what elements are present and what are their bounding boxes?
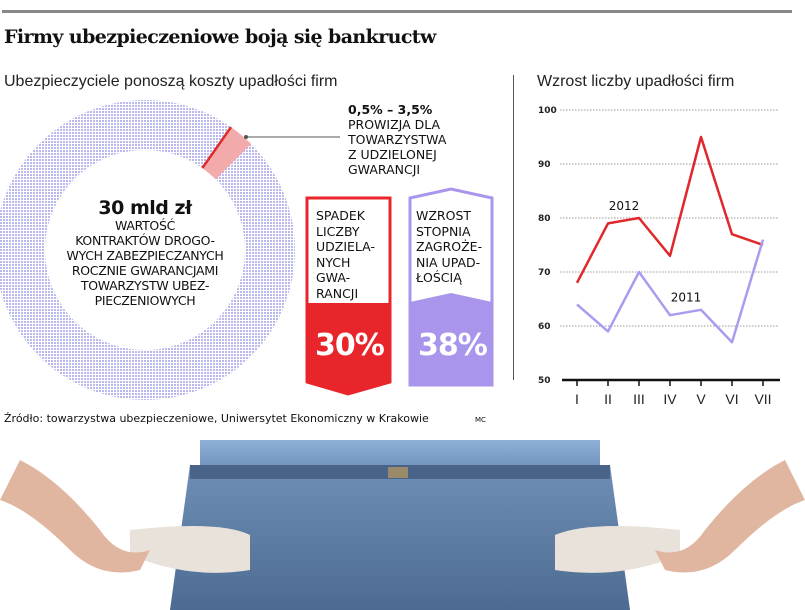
x-tick-label: IV [663, 391, 677, 407]
donut-value: 30 mld zł [98, 197, 192, 219]
series-label: 2012 [609, 199, 640, 213]
purple-box-line: ZAGROŻE- [416, 239, 483, 254]
left-hand [0, 460, 150, 573]
purple-box-line: WZROST [416, 208, 472, 223]
source-note: Źródło: towarzystwa ubezpieczeniowe, Uni… [4, 412, 429, 425]
red-box-line: NYCH [316, 254, 351, 270]
jeans [170, 465, 630, 610]
red-box-line: RANCJI [316, 285, 359, 301]
donut-label: 30 mld zł WARTOŚĆ KONTRAKTÓW DROGO- WYCH… [40, 198, 250, 308]
commission-line: PROWIZJA DLA [348, 117, 441, 132]
right-pocket [555, 526, 680, 573]
red-box-line: GWA- [316, 270, 351, 285]
wedge-edge [201, 126, 233, 169]
page-title: Firmy ubezpieczeniowe boją się bankructw [4, 26, 436, 48]
left-subtitle: Ubezpieczyciele ponoszą koszty upadłości… [4, 73, 338, 90]
purple-box-value: 38% [418, 328, 488, 363]
purple-box-line: STOPNIA [416, 223, 471, 239]
purple-box-line: NIA UPAD- [416, 254, 481, 270]
top-rule [2, 10, 792, 13]
donut-line: WARTOŚĆ [114, 218, 176, 233]
author-initials: MC [475, 416, 486, 424]
y-tick-label: 90 [538, 160, 551, 170]
y-tick-label: 80 [538, 214, 551, 224]
purple-box-text: WZROST STOPNIA ZAGROŻE- NIA UPAD- ŁOŚCIĄ [416, 208, 482, 286]
chart-title: Wzrost liczby upadłości firm [537, 73, 735, 90]
donut-chart [0, 100, 295, 400]
donut-line: ROCZNIE GWARANCJAMI [71, 263, 219, 278]
x-tick-label: V [696, 391, 706, 407]
commission-line: TOWARZYSTWA [348, 132, 447, 147]
commission-value: 0,5% – 3,5% [348, 102, 433, 117]
y-tick-label: 60 [538, 322, 551, 332]
purple-box-line: ŁOŚCIĄ [416, 270, 462, 285]
commission-wedge [202, 127, 252, 180]
photo-empty-pockets [0, 440, 805, 610]
donut-line: WYCH ZABEZPIECZANYCH [66, 248, 224, 263]
callout-dot [244, 135, 248, 139]
x-tick-label: VI [725, 391, 738, 407]
button [388, 467, 408, 478]
commission-label: 0,5% – 3,5% PROWIZJA DLA TOWARZYSTWA Z U… [348, 102, 446, 177]
red-box-line: LICZBY [316, 223, 360, 239]
red-box-text: SPADEK LICZBY UDZIELA- NYCH GWA- RANCJI [316, 208, 375, 301]
divider [513, 75, 514, 380]
y-tick-label: 100 [538, 106, 557, 116]
x-tick-label: VII [754, 391, 771, 407]
y-tick-label: 70 [538, 268, 551, 278]
commission-line: GWARANCJI [348, 162, 421, 177]
commission-line: Z UDZIELONEJ [348, 147, 437, 162]
red-box-value: 30% [315, 328, 385, 363]
series-label: 2011 [671, 291, 702, 305]
y-tick-label: 50 [538, 376, 551, 386]
x-tick-label: I [575, 391, 579, 407]
left-pocket [130, 526, 250, 573]
right-hand [655, 460, 805, 573]
red-box-line: SPADEK [316, 208, 365, 223]
purple-box-fill [410, 293, 492, 385]
donut-line: TOWARZYSTW UBEZ- [80, 278, 210, 293]
x-tick-label: II [604, 391, 612, 407]
red-box-fill [307, 303, 390, 394]
donut-line: KONTRAKTÓW DROGO- [75, 233, 215, 248]
donut-line: PIECZENIOWYCH [94, 293, 196, 308]
red-box-line: UDZIELA- [316, 239, 375, 254]
x-tick-label: III [633, 391, 645, 407]
donut-hole [45, 150, 245, 350]
series-line-2012 [575, 135, 764, 284]
